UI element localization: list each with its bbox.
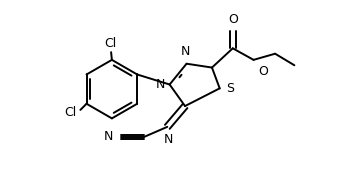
Text: O: O: [258, 65, 268, 78]
Text: N: N: [180, 45, 190, 58]
Text: N: N: [104, 130, 113, 143]
Text: N: N: [164, 133, 174, 146]
Text: O: O: [229, 13, 238, 26]
Text: Cl: Cl: [104, 37, 117, 50]
Text: S: S: [226, 82, 234, 95]
Text: Cl: Cl: [64, 106, 76, 119]
Text: N: N: [156, 78, 165, 91]
